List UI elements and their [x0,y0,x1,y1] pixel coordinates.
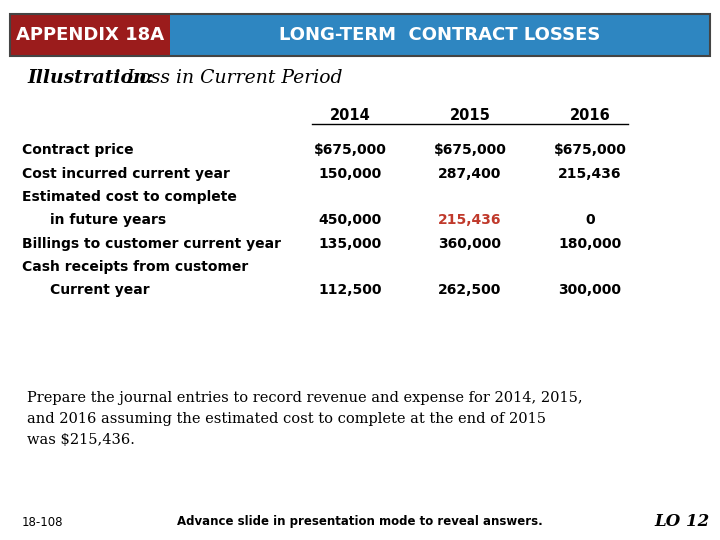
Text: 2016: 2016 [570,107,611,123]
Text: APPENDIX 18A: APPENDIX 18A [16,26,164,44]
Text: 135,000: 135,000 [318,237,382,251]
Text: and 2016 assuming the estimated cost to complete at the end of 2015: and 2016 assuming the estimated cost to … [27,412,546,426]
Text: $675,000: $675,000 [314,143,387,157]
Text: 360,000: 360,000 [438,237,502,251]
Text: 287,400: 287,400 [438,167,502,181]
Text: 215,436: 215,436 [558,167,622,181]
Text: Cash receipts from customer: Cash receipts from customer [22,260,248,274]
Text: 150,000: 150,000 [318,167,382,181]
Text: LONG-TERM  CONTRACT LOSSES: LONG-TERM CONTRACT LOSSES [279,26,600,44]
Text: 0: 0 [585,213,595,227]
Text: Illustration:: Illustration: [27,69,153,87]
Text: Billings to customer current year: Billings to customer current year [22,237,281,251]
Text: was $215,436.: was $215,436. [27,433,135,447]
Text: Contract price: Contract price [22,143,134,157]
Text: 215,436: 215,436 [438,213,502,227]
Text: Estimated cost to complete: Estimated cost to complete [22,190,237,204]
Text: Prepare the journal entries to record revenue and expense for 2014, 2015,: Prepare the journal entries to record re… [27,391,582,405]
Bar [170,14,710,56]
Text: in future years: in future years [50,213,166,227]
Text: 262,500: 262,500 [438,283,502,297]
Text: 180,000: 180,000 [559,237,621,251]
Text: 18-108: 18-108 [22,516,63,529]
Text: $675,000: $675,000 [433,143,506,157]
Text: 450,000: 450,000 [318,213,382,227]
Text: 2014: 2014 [330,107,370,123]
Text: Advance slide in presentation mode to reveal answers.: Advance slide in presentation mode to re… [177,516,543,529]
Text: Cost incurred current year: Cost incurred current year [22,167,230,181]
Text: 300,000: 300,000 [559,283,621,297]
Bar [10,14,710,56]
Text: 112,500: 112,500 [318,283,382,297]
Text: 2015: 2015 [449,107,490,123]
Text: Loss in Current Period: Loss in Current Period [115,69,343,87]
Bar [10,14,170,56]
Text: LO 12: LO 12 [654,514,710,530]
Text: $675,000: $675,000 [554,143,626,157]
Text: Current year: Current year [50,283,150,297]
